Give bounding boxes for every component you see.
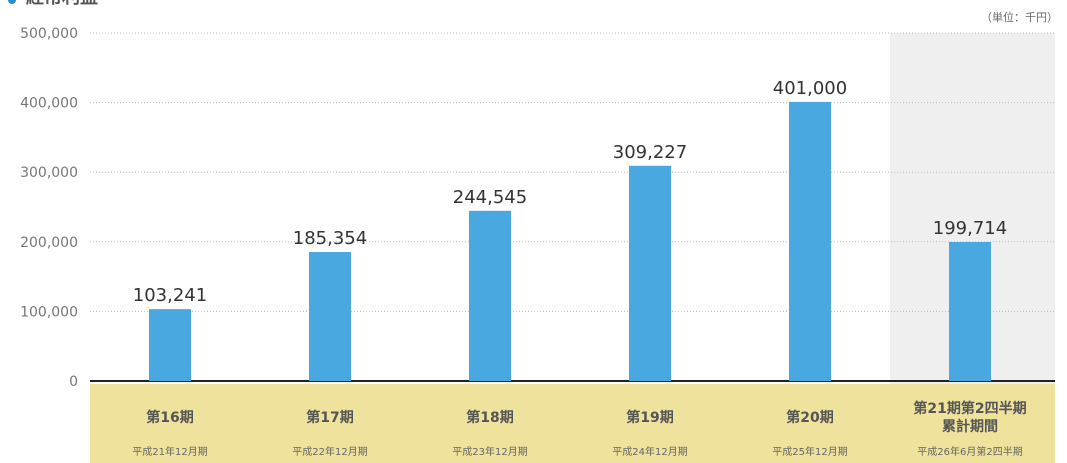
x-category-sublabel: 平成26年6月第2四半期: [917, 445, 1022, 458]
x-category-label-line: 累計期間: [942, 418, 998, 435]
x-category-label: 第18期: [466, 409, 513, 426]
x-category-sublabel: 平成21年12月期: [132, 445, 207, 458]
x-category-sublabel: 平成24年12月期: [612, 445, 687, 458]
x-category-sublabel: 平成25年12月期: [772, 445, 847, 458]
x-category-label: 第21期第2四半期累計期間: [913, 400, 1026, 435]
category-band: [90, 384, 1055, 463]
chart-gridlines: [90, 32, 1055, 382]
unit-note: （単位：千円）: [981, 10, 1058, 24]
y-tick-label: 100,000: [20, 304, 78, 320]
bar: [949, 241, 991, 381]
data-label: 401,000: [773, 78, 847, 99]
bar: [149, 309, 191, 381]
x-category-sublabel: 平成22年12月期: [292, 445, 367, 458]
chart-title: 経常利益: [26, 0, 98, 8]
data-label: 199,714: [933, 218, 1007, 239]
x-category-label: 第16期: [146, 409, 193, 426]
x-category-label-line: 第21期第2四半期: [913, 400, 1026, 417]
data-label: 244,545: [453, 187, 527, 208]
data-label: 309,227: [613, 142, 687, 163]
x-category-sublabel: 平成23年12月期: [452, 445, 527, 458]
y-tick-label: 0: [69, 374, 78, 390]
x-category-label: 第17期: [306, 409, 353, 426]
bar: [789, 101, 831, 382]
data-label: 103,241: [133, 285, 207, 306]
y-tick-label: 200,000: [20, 235, 78, 251]
chart-labels: 500,000 400,000 300,000 200,000 100,000 0 103,…: [20, 26, 1027, 458]
bar: [469, 210, 511, 381]
y-tick-label: 400,000: [20, 96, 78, 112]
bar: [309, 251, 351, 381]
y-tick-label: 300,000: [20, 165, 78, 181]
bar: [629, 165, 671, 381]
y-tick-label: 500,000: [20, 26, 78, 42]
chart-bars: [149, 101, 991, 382]
category-band-background: [90, 384, 1055, 463]
x-category-label: 第19期: [626, 409, 673, 426]
data-label: 185,354: [293, 228, 367, 249]
x-category-label: 第20期: [786, 409, 833, 426]
title-marker-icon: [8, 0, 16, 4]
